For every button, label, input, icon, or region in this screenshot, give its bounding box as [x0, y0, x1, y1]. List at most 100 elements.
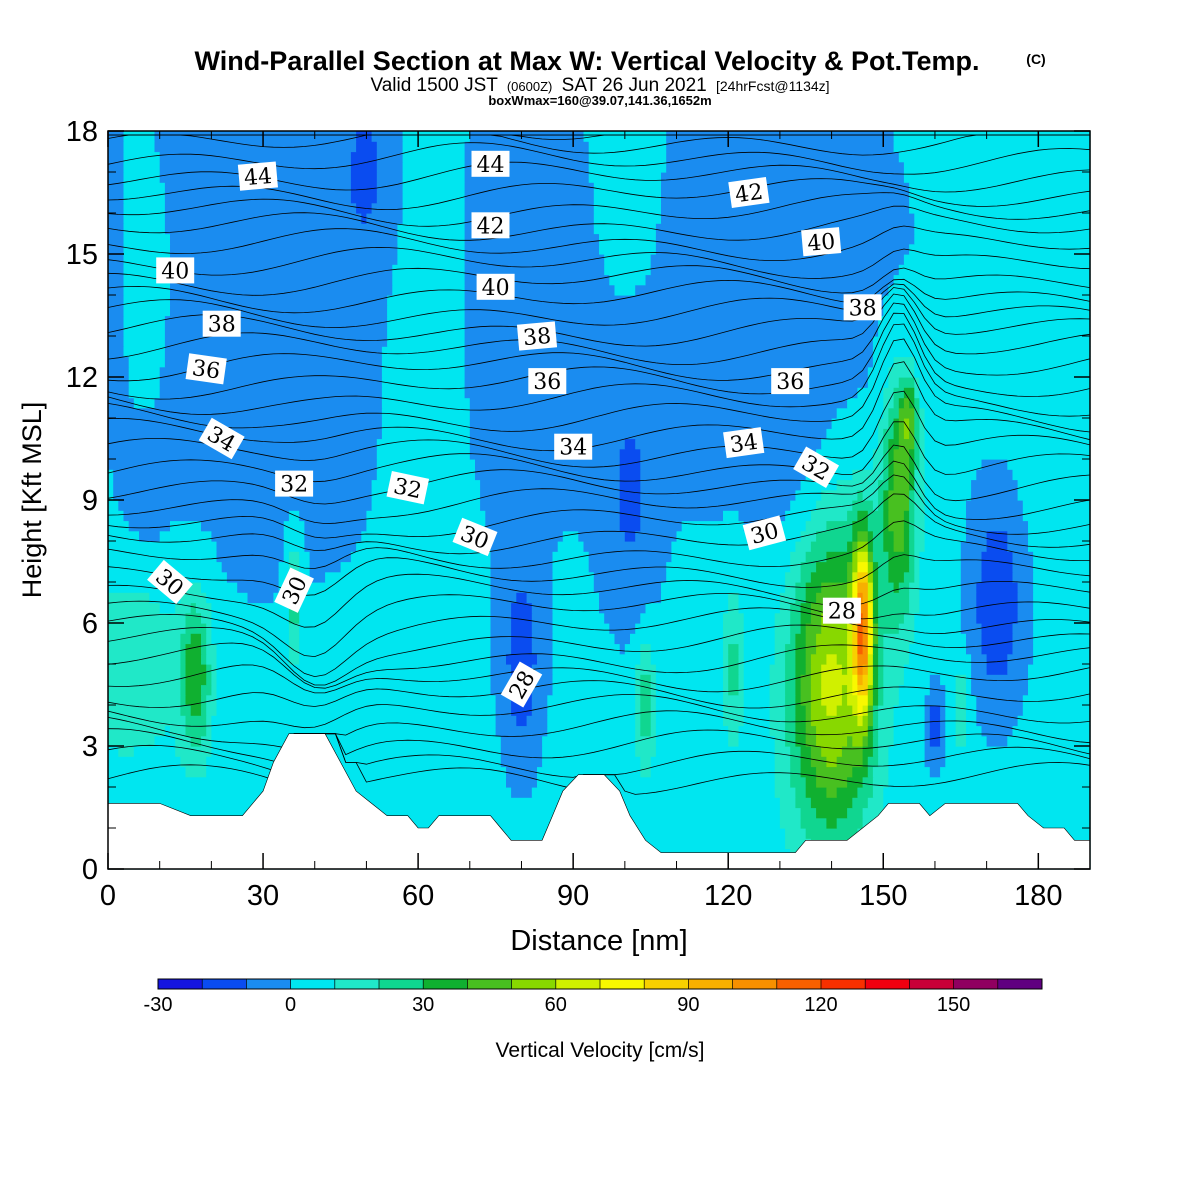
w-cell [878, 756, 889, 768]
w-cell [774, 623, 791, 634]
w-cell [872, 612, 879, 624]
w-cell [872, 787, 884, 798]
w-cell [552, 612, 605, 624]
w-cell [547, 705, 636, 716]
w-cell [810, 653, 827, 665]
w-cell [283, 530, 305, 542]
w-cell [805, 715, 812, 727]
w-cell [914, 428, 921, 440]
w-cell [464, 377, 869, 388]
w-cell [857, 674, 864, 686]
w-cell [495, 715, 517, 727]
w-cell [531, 664, 554, 675]
w-cell [619, 500, 641, 511]
w-cell [836, 479, 879, 491]
w-cell [821, 664, 843, 675]
w-cell [1012, 561, 1034, 573]
w-cell [593, 192, 662, 204]
w-cell [903, 254, 1091, 265]
colorbar-tick-label: 150 [937, 994, 970, 1016]
w-cell [909, 592, 920, 604]
w-cell [805, 643, 817, 655]
w-cell [108, 284, 125, 296]
w-cell [542, 756, 641, 768]
w-cell [288, 643, 300, 655]
w-cell [919, 438, 926, 450]
w-cell [919, 377, 1091, 388]
w-cell [1007, 664, 1029, 675]
w-cell [635, 284, 890, 296]
w-cell [128, 377, 161, 388]
w-cell [940, 766, 1091, 778]
w-cell [805, 735, 817, 747]
w-cell [609, 274, 647, 286]
w-cell [531, 674, 554, 686]
w-cell [852, 541, 859, 552]
w-cell [108, 756, 181, 768]
contour-label-text: 36 [776, 370, 804, 395]
w-cell [790, 766, 802, 778]
w-cell [1033, 633, 1091, 645]
w-cell [371, 202, 404, 214]
theta-contour [107, 554, 1091, 596]
w-cell [857, 715, 864, 727]
w-cell [1033, 571, 1091, 583]
y-tick-label: 6 [82, 608, 98, 640]
w-cell [283, 541, 305, 552]
w-cell [852, 500, 874, 511]
w-cell [893, 274, 1091, 286]
contour-label-text: 32 [391, 474, 424, 504]
theta-contour [107, 278, 1091, 314]
w-cell [847, 571, 853, 583]
w-cell [108, 469, 114, 481]
colorbar-swatch [776, 979, 822, 989]
w-cell [872, 694, 879, 706]
w-cell [728, 725, 740, 737]
w-cell [159, 377, 383, 388]
w-cell [578, 530, 626, 542]
w-cell [211, 530, 285, 542]
theta-contour [107, 323, 1091, 417]
w-cell [490, 571, 554, 583]
w-cell [118, 500, 373, 511]
w-cell [821, 438, 879, 450]
theta-contour [107, 694, 1091, 729]
w-cell [108, 264, 125, 276]
w-cell [381, 407, 471, 419]
w-cell [966, 500, 1024, 511]
w-cell [723, 643, 729, 655]
w-cell [387, 336, 466, 347]
w-cell [170, 274, 393, 286]
w-cell [371, 489, 481, 501]
w-cell [878, 684, 884, 696]
w-cell [888, 756, 926, 768]
w-cell [924, 520, 967, 532]
w-cell [650, 684, 657, 696]
w-cell [154, 735, 176, 747]
w-cell [867, 541, 874, 552]
w-cell [469, 448, 621, 460]
w-cell [299, 612, 491, 624]
w-cell [661, 213, 915, 224]
w-cell [397, 254, 466, 265]
w-cell [883, 295, 1091, 306]
w-cell [108, 274, 125, 286]
w-cell [790, 746, 802, 757]
w-cell [195, 602, 212, 614]
w-cell [821, 746, 843, 757]
w-cell [1028, 664, 1091, 675]
contour-label: 34 [723, 427, 765, 458]
w-cell [898, 377, 915, 388]
theta-contour [107, 593, 1091, 658]
w-cell [785, 653, 796, 665]
w-cell [872, 541, 884, 552]
w-cell [976, 469, 1014, 481]
w-cell [857, 705, 864, 716]
w-cell [1017, 489, 1091, 501]
w-cell [376, 161, 404, 173]
w-cell [108, 766, 187, 778]
w-cell [903, 397, 910, 409]
w-cell [108, 500, 119, 511]
y-axis-label: Height [Kft MSL] [17, 402, 47, 599]
w-cell [826, 551, 853, 563]
